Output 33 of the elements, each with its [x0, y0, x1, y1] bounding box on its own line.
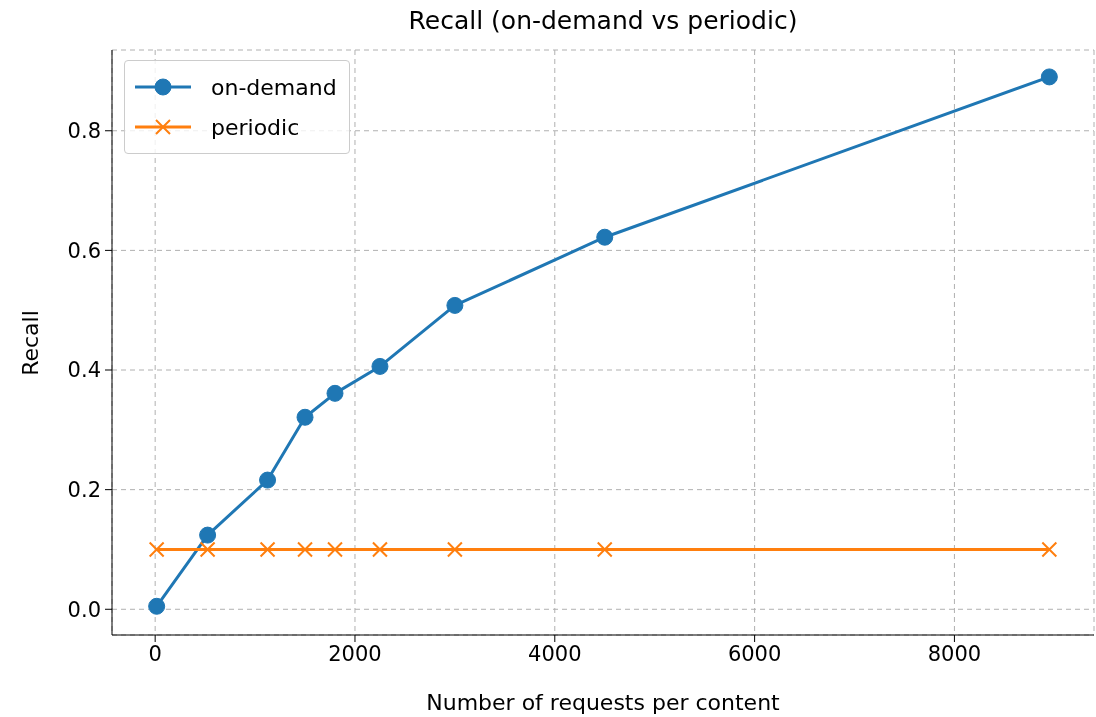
x-axis-title: Number of requests per content: [425, 690, 781, 715]
point: [596, 228, 614, 246]
x-tick-label: 4000: [528, 641, 582, 666]
point: [296, 408, 314, 426]
y-tick-label: 0.2: [67, 478, 101, 503]
point: [326, 384, 344, 402]
point: [446, 296, 464, 314]
point: [1040, 68, 1058, 86]
point: [259, 471, 277, 489]
y-tick-label: 0.0: [67, 597, 101, 622]
point: [199, 526, 217, 544]
point: [148, 541, 165, 558]
point: [297, 541, 314, 558]
point: [371, 357, 389, 375]
x-tick-label: 2000: [328, 641, 382, 666]
legend-label: periodic: [211, 114, 300, 140]
point: [371, 541, 388, 558]
point: [199, 541, 216, 558]
point: [259, 541, 276, 558]
y-tick-label: 0.4: [67, 358, 101, 383]
y-tick-label: 0.6: [67, 238, 101, 263]
chart-title: Recall (on-demand vs periodic): [407, 6, 799, 35]
x-tick-label: 8000: [927, 641, 982, 666]
point: [148, 597, 166, 615]
point: [327, 541, 343, 558]
point: [446, 541, 463, 558]
point: [1041, 541, 1058, 558]
x-tick-label: 0: [148, 641, 162, 666]
y-tick-label: 0.8: [67, 119, 101, 144]
point: [596, 541, 613, 558]
legend-label: on-demand: [211, 74, 337, 100]
y-axis-title: Recall: [17, 309, 43, 376]
x-tick-label: 6000: [727, 641, 782, 666]
